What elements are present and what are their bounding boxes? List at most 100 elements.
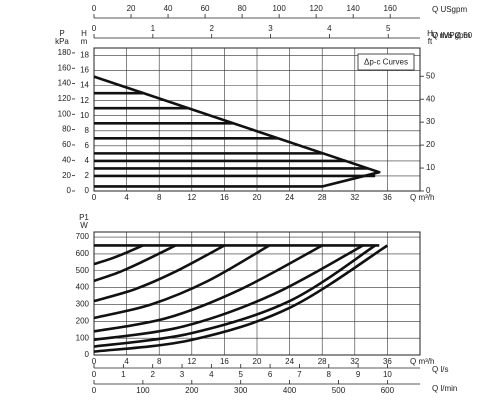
- kpa-label: P: [59, 29, 64, 38]
- aux-axis-label: Q l/min: [432, 384, 457, 393]
- aux-tick-label: 100: [136, 386, 150, 395]
- x-tick-label: 32: [350, 357, 359, 366]
- aux-tick-label: 160: [384, 4, 398, 13]
- curve: [93, 244, 376, 348]
- aux-tick-label: 300: [234, 386, 248, 395]
- ft-unit: ft: [428, 37, 433, 46]
- x-tick-label: 0: [92, 357, 97, 366]
- y-axis-unit: W: [80, 221, 88, 230]
- x-tick-label: 8: [157, 357, 162, 366]
- aux-tick-label: 5: [238, 370, 243, 379]
- x-tick-label: 20: [253, 193, 262, 202]
- kpa-tick-label: 80: [62, 125, 71, 134]
- x-tick-label: 0: [92, 193, 97, 202]
- aux-tick-label: 3: [268, 24, 273, 33]
- aux-tick-label: 60: [201, 4, 210, 13]
- kpa-tick-label: 0: [67, 186, 72, 195]
- ft-tick-label: 20: [426, 140, 435, 149]
- y-tick-label: 6: [85, 141, 90, 150]
- x-axis-label: Q m³/h: [410, 193, 434, 202]
- aux-tick-label: 500: [332, 386, 346, 395]
- aux-tick-label: 600: [381, 386, 395, 395]
- aux-tick-label: 6: [268, 370, 273, 379]
- curve: [93, 244, 177, 283]
- y-tick-label: 0: [85, 350, 90, 359]
- x-axis-label: Q m³/h: [410, 357, 434, 366]
- aux-tick-label: 80: [238, 4, 247, 13]
- kpa-unit: kPa: [55, 37, 69, 46]
- aux-tick-label: 140: [346, 4, 360, 13]
- aux-tick-label: 5: [386, 24, 391, 33]
- x-tick-label: 28: [318, 193, 327, 202]
- annotation: Δp-c Curves: [364, 58, 408, 67]
- x-tick-label: 32: [350, 193, 359, 202]
- y-tick-label: 10: [80, 111, 89, 120]
- kpa-tick-label: 40: [62, 155, 71, 164]
- ft-tick-label: 50: [426, 71, 435, 80]
- aux-axis-label: Q IMPgpm: [432, 31, 471, 40]
- y-tick-label: 300: [76, 300, 90, 309]
- aux-tick-label: 10: [383, 370, 392, 379]
- aux-axis-label: Q l/s: [432, 365, 448, 374]
- y-tick-label: 500: [76, 266, 90, 275]
- x-tick-label: 16: [220, 193, 229, 202]
- aux-tick-label: 100: [272, 4, 286, 13]
- y-tick-label: 100: [76, 333, 90, 342]
- y-tick-label: 700: [76, 232, 90, 241]
- aux-axis-label: V m/s Ø 50: [432, 31, 473, 40]
- y-tick-label: 14: [80, 81, 89, 90]
- aux-tick-label: 200: [185, 386, 199, 395]
- y-tick-label: 0: [85, 186, 90, 195]
- kpa-tick-label: 140: [58, 79, 72, 88]
- aux-tick-label: 0: [92, 24, 97, 33]
- y-axis-label: P1: [79, 213, 89, 222]
- y-tick-label: 600: [76, 249, 90, 258]
- kpa-tick-label: 180: [58, 48, 72, 57]
- curve: [93, 244, 389, 353]
- y-tick-label: 4: [85, 156, 90, 165]
- aux-tick-label: 2: [150, 370, 155, 379]
- aux-axis-label: Q USgpm: [432, 5, 467, 14]
- curve: [93, 244, 270, 320]
- y-tick-label: 200: [76, 316, 90, 325]
- aux-tick-label: 40: [164, 4, 173, 13]
- y-axis-unit: m: [81, 37, 88, 46]
- aux-tick-label: 1: [121, 370, 126, 379]
- ft-tick-label: 0: [426, 186, 431, 195]
- aux-tick-label: 0: [92, 386, 97, 395]
- curve: [93, 244, 226, 303]
- ft-tick-label: 10: [426, 163, 435, 172]
- y-tick-label: 18: [80, 51, 89, 60]
- curve: [93, 244, 144, 266]
- y-tick-label: 400: [76, 283, 90, 292]
- curve: [93, 244, 364, 342]
- aux-tick-label: 4: [209, 370, 214, 379]
- curve: [93, 244, 323, 333]
- kpa-tick-label: 120: [58, 94, 72, 103]
- x-tick-label: 12: [187, 357, 196, 366]
- kpa-tick-label: 100: [58, 109, 72, 118]
- aux-tick-label: 4: [327, 24, 332, 33]
- y-axis-label: H: [81, 29, 87, 38]
- y-tick-label: 12: [80, 96, 89, 105]
- ft-label: H: [427, 29, 433, 38]
- x-tick-label: 8: [157, 193, 162, 202]
- aux-tick-label: 8: [327, 370, 332, 379]
- x-tick-label: 20: [253, 357, 262, 366]
- x-tick-label: 4: [124, 357, 129, 366]
- y-tick-label: 16: [80, 66, 89, 75]
- aux-tick-label: 7: [297, 370, 302, 379]
- kpa-tick-label: 20: [62, 171, 71, 180]
- aux-tick-label: 1: [151, 24, 156, 33]
- aux-tick-label: 120: [309, 4, 323, 13]
- kpa-tick-label: 160: [58, 63, 72, 72]
- aux-tick-label: 20: [127, 4, 136, 13]
- plot-frame: [93, 231, 421, 356]
- x-tick-label: 4: [124, 193, 129, 202]
- kpa-tick-label: 60: [62, 140, 71, 149]
- legend-box: [357, 53, 415, 71]
- x-tick-label: 28: [318, 357, 327, 366]
- x-tick-label: 24: [285, 357, 294, 366]
